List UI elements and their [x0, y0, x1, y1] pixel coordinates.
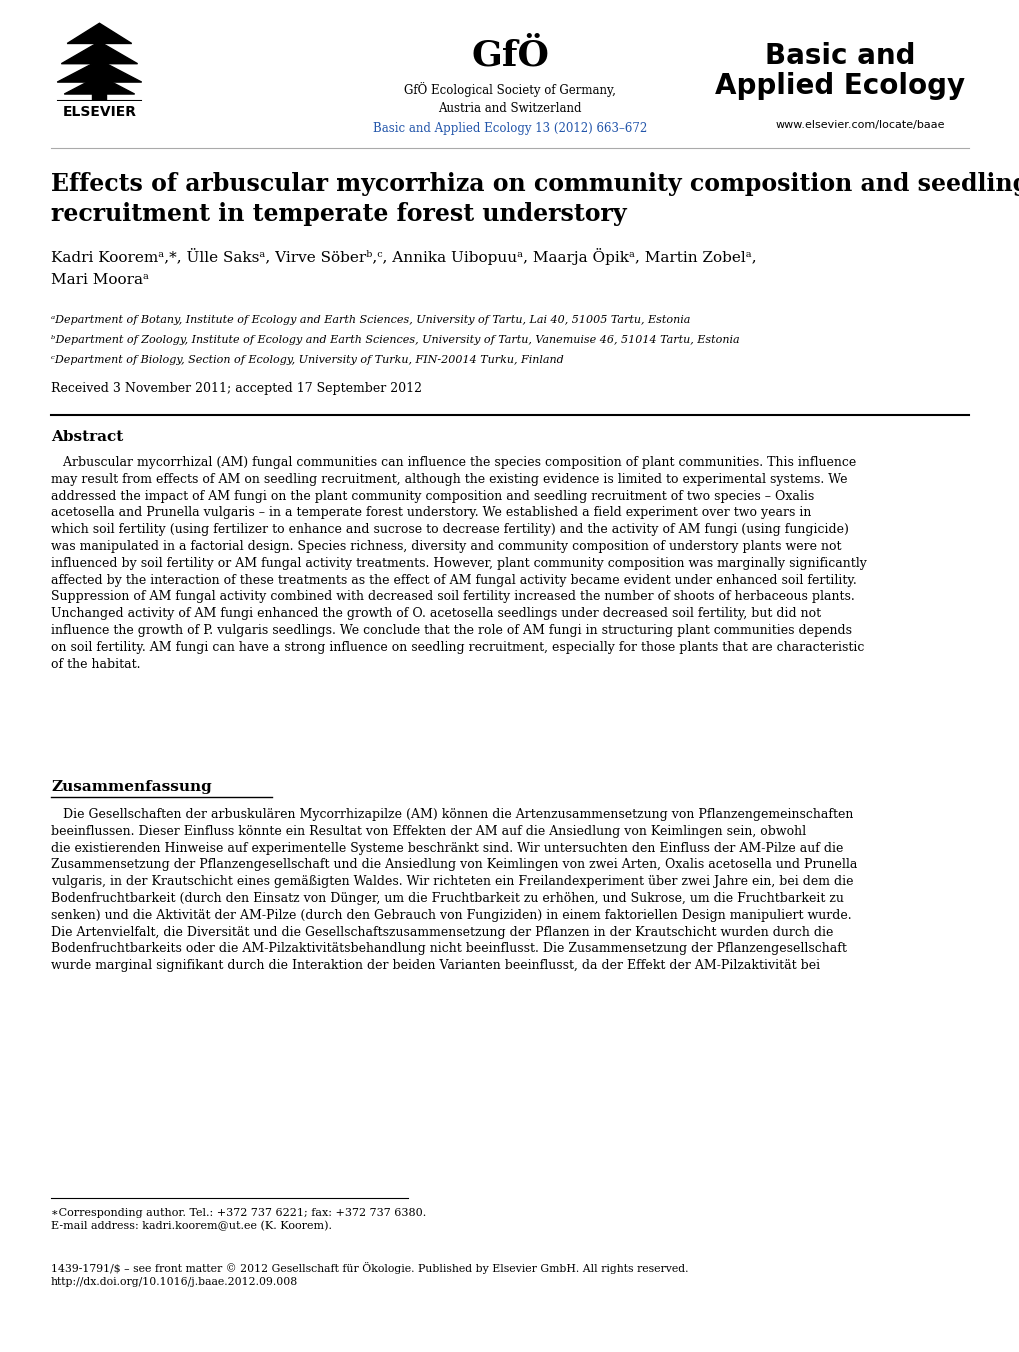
Text: 1439-1791/$ – see front matter © 2012 Gesellschaft für Ökologie. Published by El: 1439-1791/$ – see front matter © 2012 Ge…	[51, 1261, 688, 1287]
Text: Effects of arbuscular mycorrhiza on community composition and seedling
recruitme: Effects of arbuscular mycorrhiza on comm…	[51, 172, 1019, 226]
Text: ᵃDepartment of Botany, Institute of Ecology and Earth Sciences, University of Ta: ᵃDepartment of Botany, Institute of Ecol…	[51, 315, 690, 324]
Text: Received 3 November 2011; accepted 17 September 2012: Received 3 November 2011; accepted 17 Se…	[51, 383, 422, 395]
Bar	[93, 82, 106, 101]
Text: ELSEVIER: ELSEVIER	[62, 104, 137, 119]
Text: Basic and Applied Ecology 13 (2012) 663–672: Basic and Applied Ecology 13 (2012) 663–…	[373, 122, 646, 135]
Text: Basic and: Basic and	[764, 42, 914, 70]
Text: Applied Ecology: Applied Ecology	[714, 72, 964, 100]
Text: GfÖ: GfÖ	[471, 38, 548, 72]
Text: Mari Mooraᵃ: Mari Mooraᵃ	[51, 273, 149, 287]
Polygon shape	[61, 42, 138, 64]
Text: Kadri Kooremᵃ,*, Ülle Saksᵃ, Virve Söberᵇ,ᶜ, Annika Uibopuuᵃ, Maarja Öpikᵃ, Mart: Kadri Kooremᵃ,*, Ülle Saksᵃ, Virve Söber…	[51, 247, 756, 265]
Text: ᵇDepartment of Zoology, Institute of Ecology and Earth Sciences, University of T: ᵇDepartment of Zoology, Institute of Eco…	[51, 335, 739, 345]
Text: Zusammenfassung: Zusammenfassung	[51, 780, 212, 794]
Polygon shape	[67, 23, 131, 43]
Text: GfÖ Ecological Society of Germany,
Austria and Switzerland: GfÖ Ecological Society of Germany, Austr…	[404, 82, 615, 115]
Text: ᶜDepartment of Biology, Section of Ecology, University of Turku, FIN-20014 Turku: ᶜDepartment of Biology, Section of Ecolo…	[51, 356, 564, 365]
Polygon shape	[57, 59, 142, 82]
Polygon shape	[64, 76, 135, 95]
Text: Abstract: Abstract	[51, 430, 123, 443]
Text: www.elsevier.com/locate/baae: www.elsevier.com/locate/baae	[774, 120, 944, 130]
Text: Die Gesellschaften der arbuskulären Mycorrhizapilze (AM) können die Artenzusamme: Die Gesellschaften der arbuskulären Myco…	[51, 808, 857, 972]
Text: ∗Corresponding author. Tel.: +372 737 6221; fax: +372 737 6380.
E-mail address: : ∗Corresponding author. Tel.: +372 737 62…	[51, 1207, 426, 1232]
Text: Arbuscular mycorrhizal (AM) fungal communities can influence the species composi: Arbuscular mycorrhizal (AM) fungal commu…	[51, 456, 866, 671]
